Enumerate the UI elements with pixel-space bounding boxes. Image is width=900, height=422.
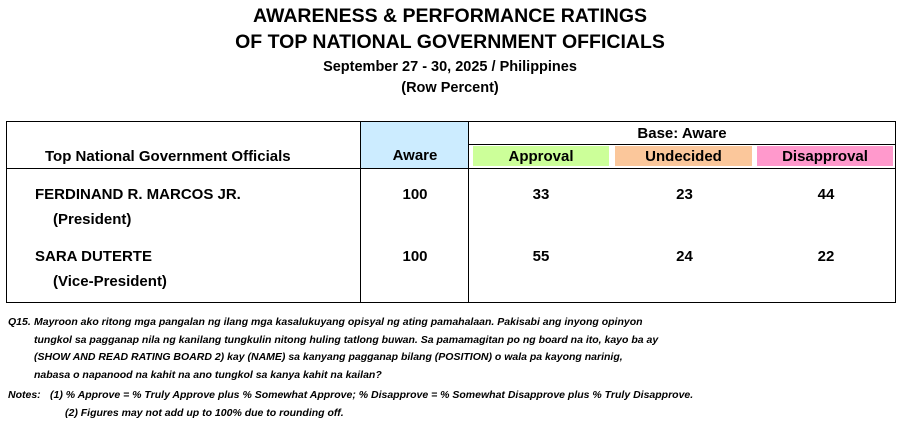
divider-header xyxy=(7,168,895,169)
row2-aware: 100 xyxy=(402,248,428,265)
question-tag: Q15. xyxy=(8,316,31,328)
header-disapproval-label: Disapproval xyxy=(782,147,868,165)
report-header: AWARENESS & PERFORMANCE RATINGS OF TOP N… xyxy=(0,3,900,99)
header-undecided-label: Undecided xyxy=(645,147,722,165)
header-base-aware: Base: Aware xyxy=(469,122,895,144)
divider-base xyxy=(469,144,895,145)
question-line-3: (SHOW AND READ RATING BOARD 2) kay (NAME… xyxy=(34,351,623,363)
row1-approval: 33 xyxy=(532,186,550,203)
header-undecided: Undecided xyxy=(615,146,752,166)
question-line-1: Mayroon ako ritong mga pangalan ng ilang… xyxy=(34,316,643,328)
row2-name: SARA DUTERTE xyxy=(35,248,152,265)
row1-aware: 100 xyxy=(402,186,428,203)
row2-disapproval: 22 xyxy=(817,248,835,265)
title-line-1: AWARENESS & PERFORMANCE RATINGS xyxy=(253,5,647,27)
question-line-4: nabasa o napanood na kahit na ano tungko… xyxy=(34,368,382,381)
header-aware: Aware xyxy=(361,122,469,168)
row1-undecided: 23 xyxy=(676,186,693,203)
divider-aware xyxy=(468,122,469,302)
row2-position: (Vice-President) xyxy=(53,273,167,290)
title-line-2: OF TOP NATIONAL GOVERNMENT OFFICIALS xyxy=(235,31,665,53)
note-2: (2) Figures may not add up to 100% due t… xyxy=(65,406,344,419)
table-subtitle: (Row Percent) xyxy=(401,80,499,96)
survey-date: September 27 - 30, 2025 / Philippines xyxy=(323,59,577,75)
row1-position: (President) xyxy=(53,211,132,228)
header-base-label: Base: Aware xyxy=(637,124,727,142)
ratings-table: Aware Base: Aware Approval Undecided Dis… xyxy=(6,121,896,303)
question-line-2: tungkol sa pagganap nila ng kanilang tun… xyxy=(34,333,659,346)
row2-approval: 55 xyxy=(532,248,550,265)
row1-name: FERDINAND R. MARCOS JR. xyxy=(35,186,241,203)
header-officials: Top National Government Officials xyxy=(45,148,291,165)
note-1: (1) % Approve = % Truly Approve plus % S… xyxy=(50,389,694,401)
divider-officials xyxy=(360,122,361,302)
row2-undecided: 24 xyxy=(676,248,693,265)
header-approval: Approval xyxy=(473,146,609,166)
row1-disapproval: 44 xyxy=(817,186,835,203)
header-aware-label: Aware xyxy=(392,146,438,164)
notes-tag: Notes: xyxy=(8,389,41,401)
header-approval-label: Approval xyxy=(508,147,574,165)
header-disapproval: Disapproval xyxy=(757,146,893,166)
